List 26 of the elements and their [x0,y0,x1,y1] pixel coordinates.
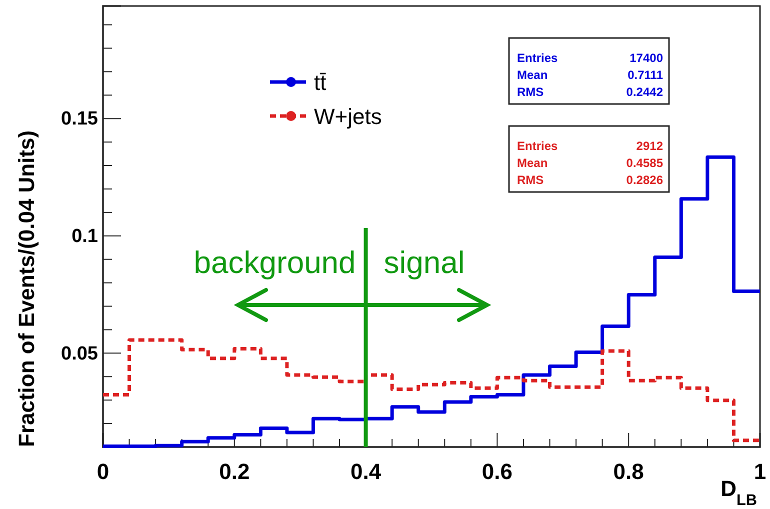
annotation: RMS [517,173,544,187]
annotation: background [194,245,356,280]
x-tick-label: 0 [96,459,110,484]
x-tick-label: 0.4 [350,459,382,484]
annotation: signal [384,245,465,280]
legend-label: W+jets [314,104,382,129]
y-tick-label: 0.05 [61,343,98,364]
annotation: 0.7111 [628,68,664,82]
x-tick-label: 0.6 [482,459,512,484]
y-tick-label: 0.15 [61,108,98,130]
annotation: RMS [517,85,544,99]
x-tick-label: 1 [754,459,766,484]
annotation: Entries [517,51,558,65]
annotation: Mean [517,156,548,170]
x-tick-label: 0.8 [613,459,644,484]
annotation: 17400 [630,51,664,65]
x-tick-label: 0.2 [219,459,250,484]
annotation: 0.4585 [626,156,664,170]
annotation: Entries [517,139,558,153]
annotation: 0.2442 [626,85,664,99]
annotation: 2912 [636,139,664,153]
annotation: Mean [517,68,548,82]
y-tick-label: 0.1 [72,226,98,247]
legend-label: tt̄ [314,70,326,95]
y-axis-title: Fraction of Events/(0.04 Units) [14,130,39,447]
annotation: 0.2826 [626,173,664,187]
